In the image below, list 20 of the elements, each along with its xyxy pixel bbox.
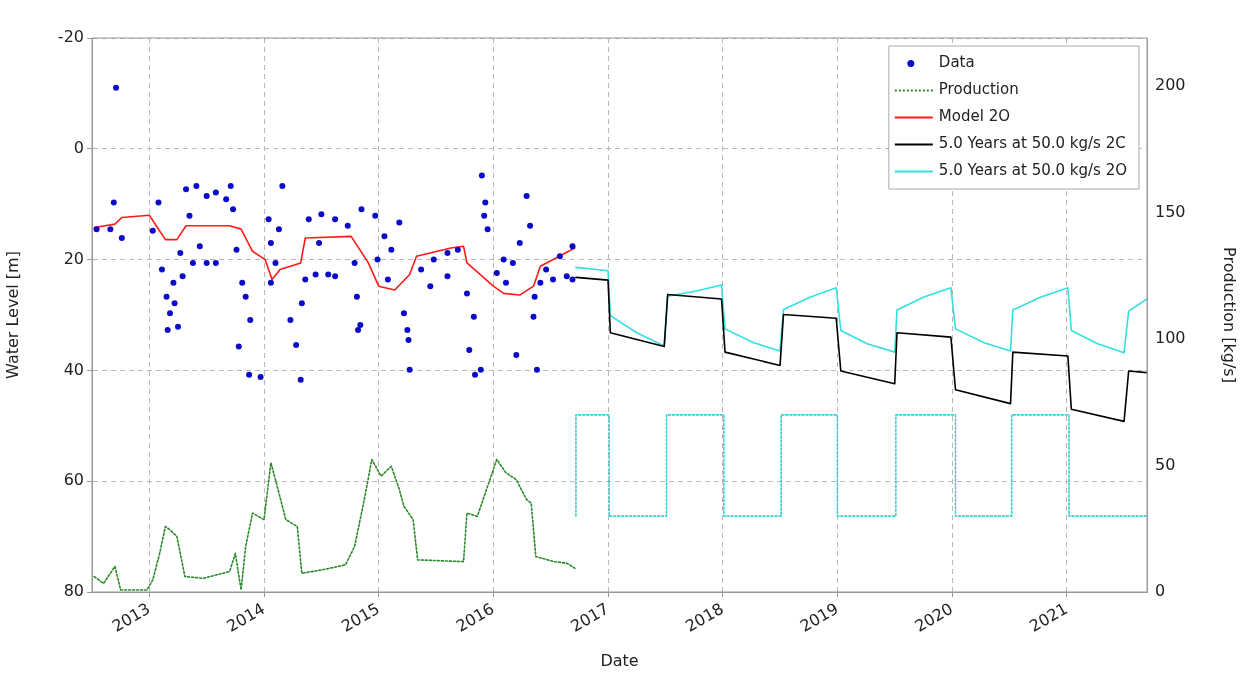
y-axis-title: Water Level [m] <box>2 251 22 379</box>
legend-label: 5.0 Years at 50.0 kg/s 2O <box>938 161 1128 180</box>
y-tick-label: 40 <box>63 359 84 379</box>
y2-tick-label: 0 <box>1155 581 1166 601</box>
legend-label: Production <box>938 80 1019 99</box>
y2-tick-label: 50 <box>1155 454 1176 474</box>
y-tick-label: 60 <box>63 470 84 490</box>
line-series <box>93 458 576 591</box>
y2-tick-label: 150 <box>1155 201 1186 221</box>
legend-label: 5.0 Years at 50.0 kg/s 2C <box>938 134 1126 153</box>
y-tick-label: -20 <box>57 27 84 47</box>
legend-label: Data <box>938 53 975 72</box>
y2-axis-title: Production [kg/s] <box>1220 247 1240 383</box>
y-tick-label: 20 <box>63 248 84 268</box>
x-axis-title: Date <box>600 650 639 670</box>
legend-label: Model 2O <box>938 107 1010 126</box>
y-tick-label: 0 <box>73 137 84 157</box>
y2-tick-label: 100 <box>1155 328 1186 348</box>
y-tick-label: 80 <box>63 581 84 601</box>
y2-tick-label: 200 <box>1155 75 1186 95</box>
